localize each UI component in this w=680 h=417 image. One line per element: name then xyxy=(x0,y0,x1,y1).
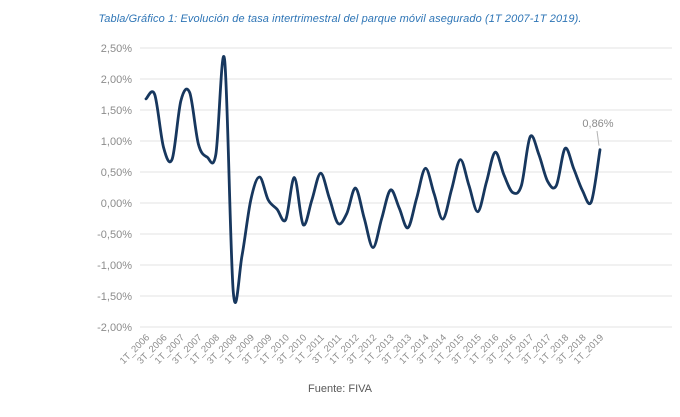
y-tick-label: 1,00% xyxy=(101,136,132,148)
y-tick-label: 2,50% xyxy=(101,43,132,55)
y-tick-label: 0,50% xyxy=(101,167,132,179)
y-tick-label: -1,50% xyxy=(97,291,132,303)
y-tick-label: -2,00% xyxy=(97,322,132,334)
annotation-leader-line xyxy=(596,130,600,146)
source-caption: Fuente: FIVA xyxy=(308,383,372,395)
y-tick-label: 0,00% xyxy=(101,198,132,210)
last-point-annotation: 0,86% xyxy=(582,118,613,130)
y-tick-label: -0,50% xyxy=(97,229,132,241)
y-tick-label: 2,00% xyxy=(101,74,132,86)
y-tick-label: 1,50% xyxy=(101,105,132,117)
chart-title: Tabla/Gráfico 1: Evolución de tasa inter… xyxy=(98,13,582,25)
trend-line xyxy=(144,55,602,304)
y-tick-label: -1,00% xyxy=(97,260,132,272)
